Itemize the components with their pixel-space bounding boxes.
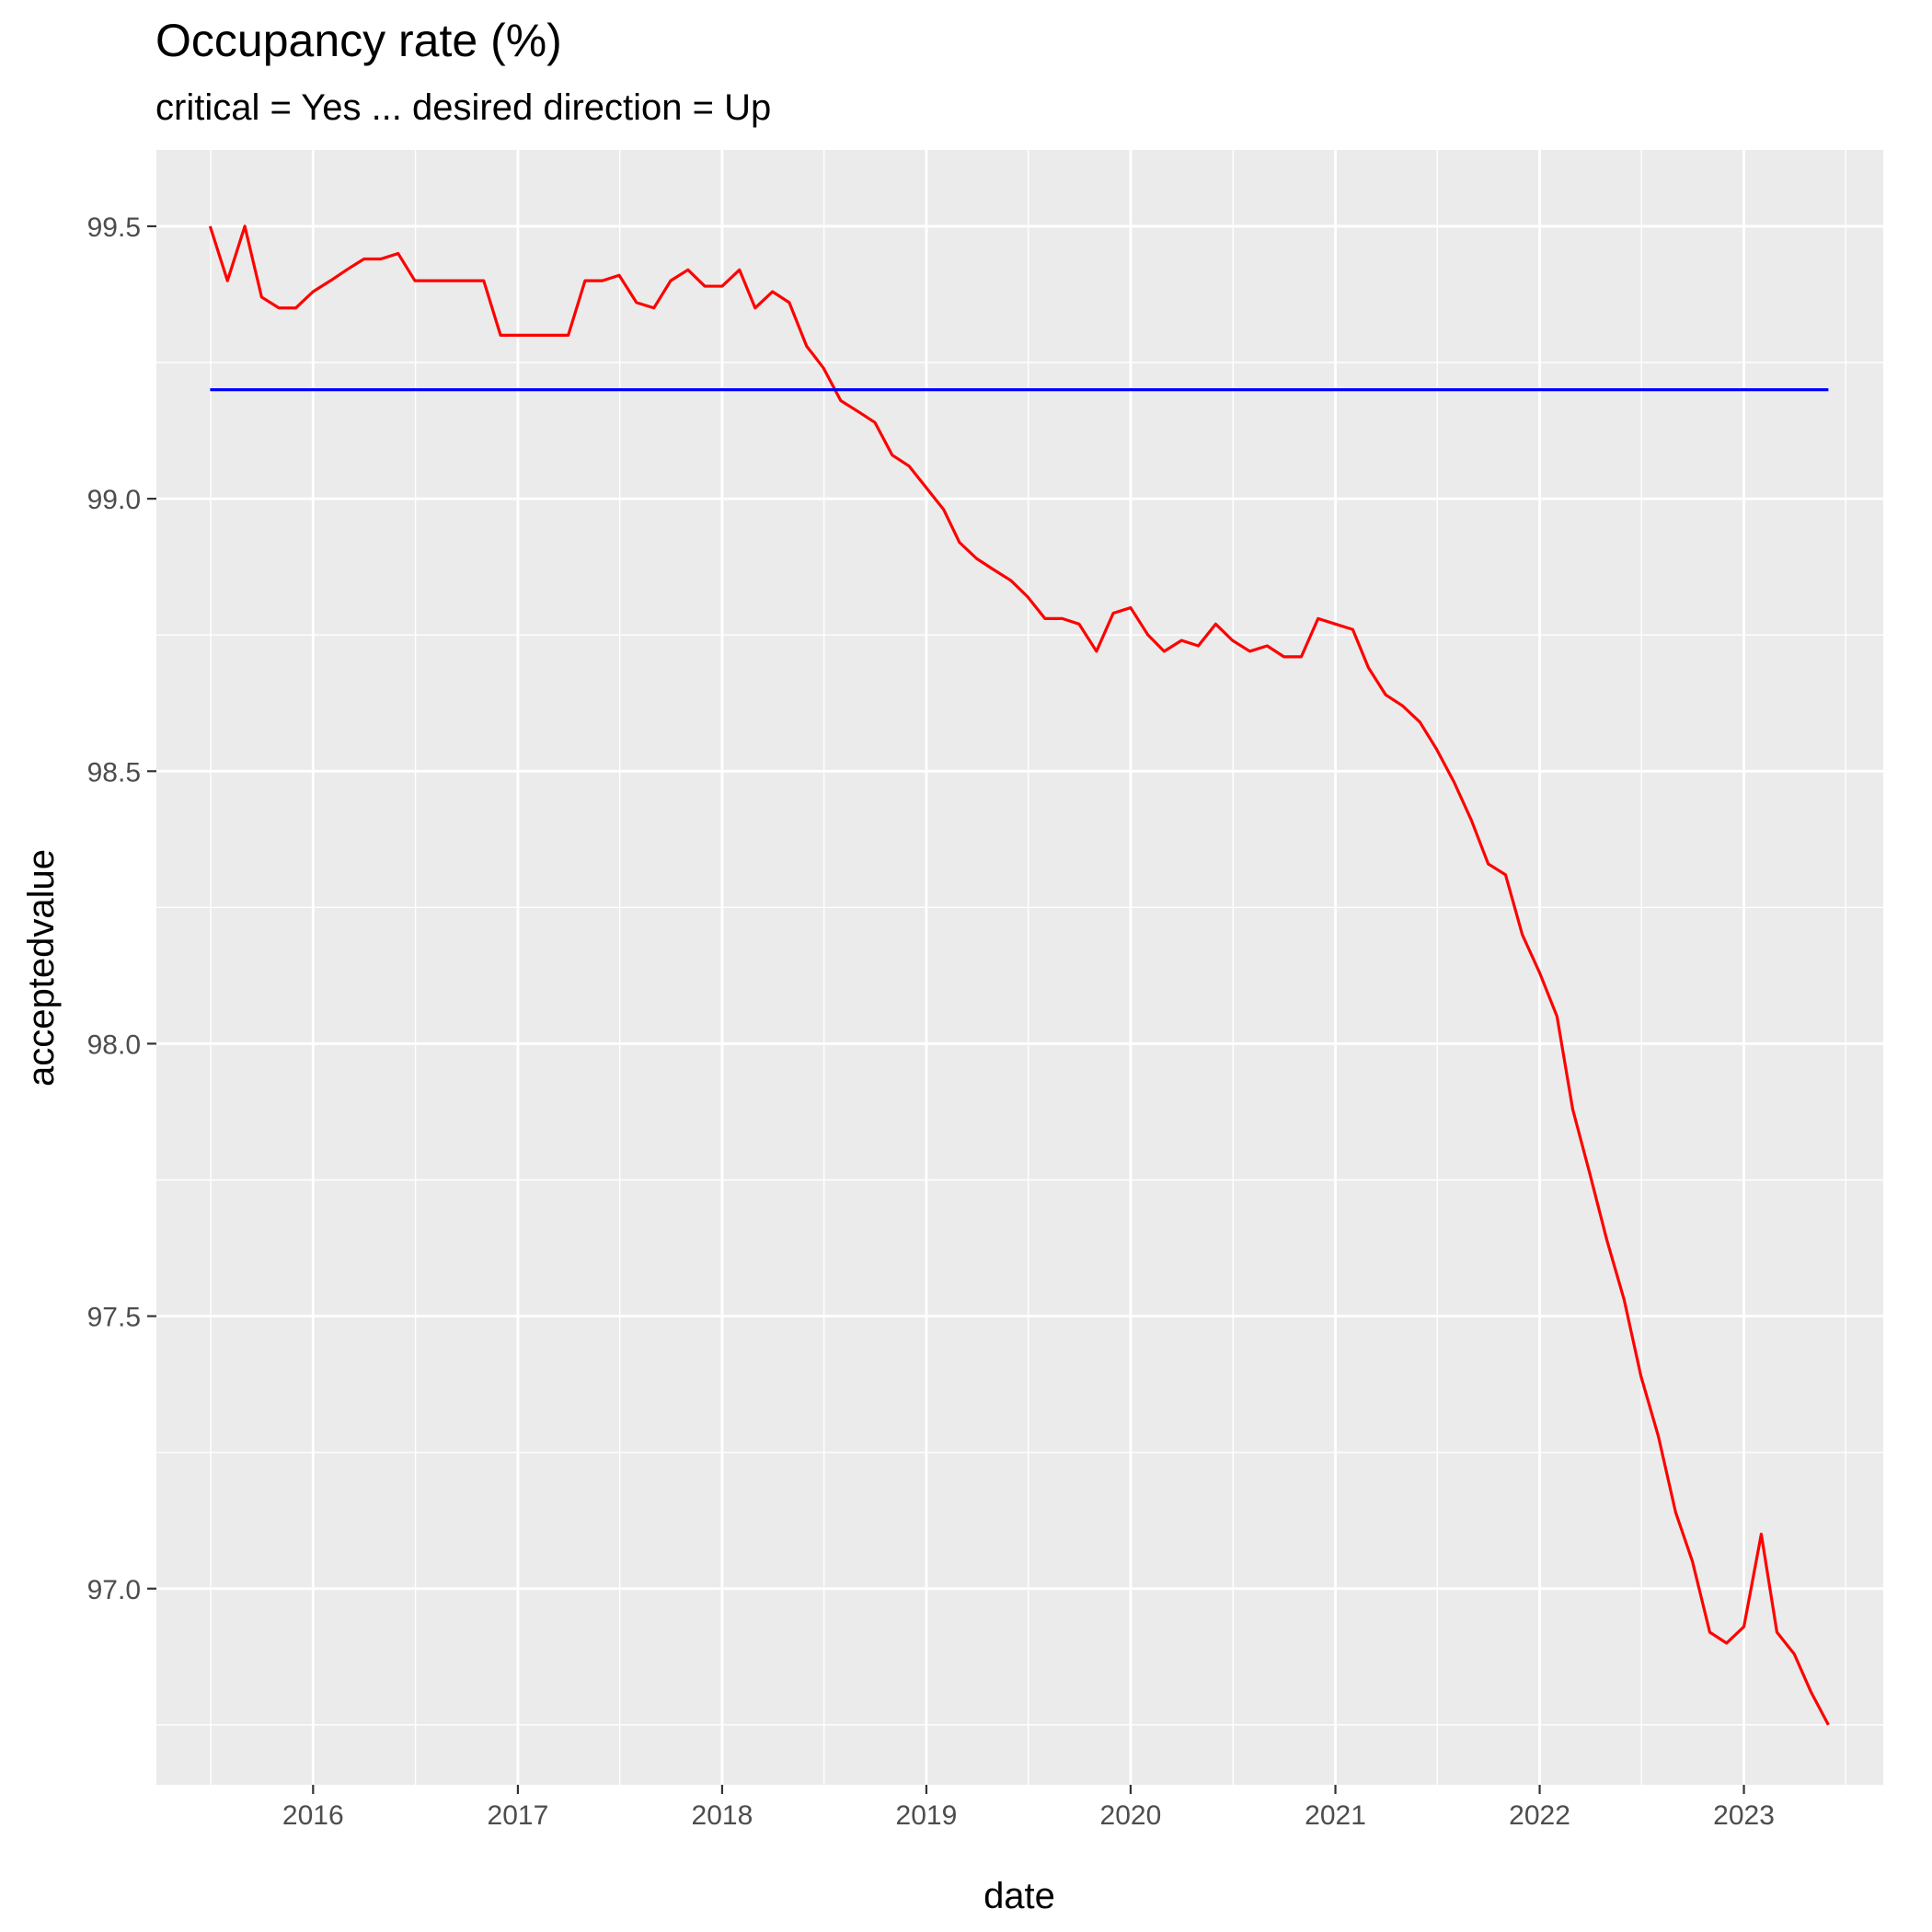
x-tick-label: 2022 [1509,1800,1570,1831]
chart-title: Occupancy rate (%) [155,15,562,66]
minor-gridlines [156,150,1883,1785]
y-axis: 97.0 97.5 98.0 98.5 99.0 99.5 [87,213,156,1605]
x-axis-title: date [983,1876,1055,1916]
plot-panel [156,150,1883,1785]
x-tick-label: 2017 [488,1800,549,1831]
y-tick-label: 98.5 [87,757,141,788]
major-gridlines [156,150,1883,1785]
x-tick-label: 2016 [282,1800,344,1831]
y-tick-label: 99.5 [87,213,141,243]
y-tick-label: 99.0 [87,485,141,515]
x-tick-label: 2018 [692,1800,753,1831]
x-tick-label: 2021 [1305,1800,1366,1831]
y-tick-label: 98.0 [87,1029,141,1060]
y-tick-label: 97.5 [87,1303,141,1333]
series-line-occupancy [208,224,1830,1726]
x-tick-label: 2019 [896,1800,958,1831]
x-tick-label: 2020 [1100,1800,1162,1831]
series-layer [208,224,1830,1726]
y-axis-title: acceptedvalue [21,849,62,1087]
x-tick-label: 2023 [1713,1800,1775,1831]
chart-subtitle: critical = Yes ... desired direction = U… [155,87,771,128]
y-tick-label: 97.0 [87,1575,141,1605]
x-axis: 2016 2017 2018 2019 2020 2021 2022 2023 [282,1785,1775,1831]
